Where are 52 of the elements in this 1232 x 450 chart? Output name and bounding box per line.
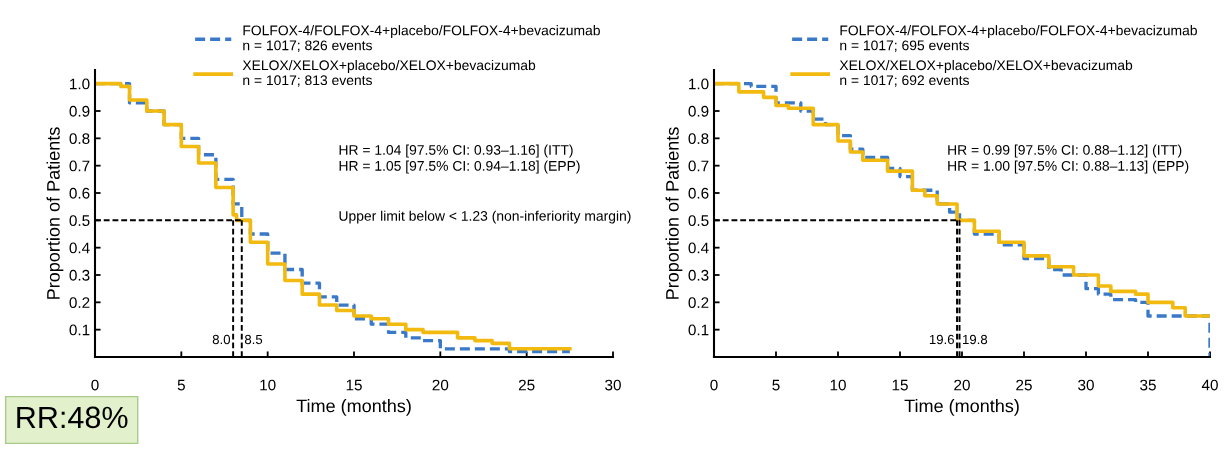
y-axis-title: Proportion of Patients	[46, 127, 64, 299]
x-tick-label: 20	[954, 379, 970, 391]
y-tick-label: 0.7	[69, 160, 90, 172]
y-tick-label: 1.0	[689, 78, 709, 90]
legend-label: XELOX/XELOX+placebo/XELOX+bevacizumab n = 1017; 813 events	[242, 59, 536, 87]
x-tick-label: 5	[177, 379, 185, 391]
y-tick-label: 0.3	[69, 269, 90, 281]
ref-line-label: 8.5	[244, 334, 263, 345]
y-tick-label: 0.9	[69, 105, 90, 117]
ref-line-label: 19.6	[929, 334, 954, 345]
y-tick-label: 0.8	[688, 133, 709, 145]
x-tick-label: 20	[432, 379, 449, 391]
legend-label: FOLFOX-4/FOLFOX-4+placebo/FOLFOX-4+bevacizumab n = 1017; 695 events	[840, 25, 1197, 52]
x-axis-title: Time (months)	[296, 399, 411, 416]
x-tick-label: 25	[518, 379, 535, 391]
ref-line-label: 8.0	[212, 334, 231, 345]
y-tick-label: 0.5	[69, 215, 90, 227]
y-tick-label: 0.2	[69, 297, 90, 309]
y-tick-label: 0.7	[688, 160, 709, 172]
x-tick-label: 10	[830, 379, 846, 391]
legend-label: XELOX/XELOX+placebo/XELOX+bevacizumab n = 1017; 692 events	[839, 59, 1133, 87]
y-tick-label: 0.4	[688, 242, 709, 254]
y-tick-label: 0.1	[69, 324, 90, 336]
y-tick-label: 0.9	[688, 105, 709, 117]
y-axis-title: Proportion of Patients	[665, 127, 683, 299]
y-tick-label: 0.4	[69, 242, 90, 254]
y-tick-label: 0.6	[688, 187, 709, 199]
y-tick-label: 1.0	[70, 78, 90, 90]
y-tick-label: 0.5	[688, 215, 709, 227]
ref-line-label: 19.8	[963, 334, 988, 345]
annotation: HR = 0.99 [97.5% CI: 0.88–1.12] (ITT) HR = 1.00 [97.5% CI: 0.88–1.13] (EPP)	[948, 144, 1189, 174]
y-tick-label: 0.8	[69, 133, 90, 145]
x-tick-label: 25	[1016, 379, 1032, 391]
x-tick-label: 0	[91, 379, 99, 391]
text: RR:48%	[17, 406, 128, 429]
y-tick-label: 0.2	[688, 297, 709, 309]
x-tick-label: 35	[1140, 379, 1156, 391]
y-tick-label: 0.3	[688, 269, 709, 281]
x-tick-label: 15	[346, 379, 362, 391]
x-tick-label: 15	[892, 379, 908, 391]
x-tick-label: 30	[605, 379, 621, 391]
x-axis-title: Time (months)	[904, 399, 1019, 416]
x-tick-label: 5	[772, 379, 780, 391]
annotation: Upper limit below < 1.23 (non-inferiority margin)	[339, 210, 631, 224]
legend-label: FOLFOX-4/FOLFOX-4+placebo/FOLFOX-4+bevacizumab n = 1017; 826 events	[243, 25, 600, 52]
x-tick-label: 0	[710, 379, 718, 391]
x-tick-label: 40	[1201, 379, 1218, 391]
y-tick-label: 0.1	[688, 324, 709, 336]
x-tick-label: 10	[260, 379, 276, 391]
y-tick-label: 0.6	[69, 187, 90, 199]
x-tick-label: 30	[1078, 379, 1094, 391]
annotation: HR = 1.04 [97.5% CI: 0.93–1.16] (ITT) HR = 1.05 [97.5% CI: 0.94–1.18] (EPP)	[339, 144, 580, 174]
